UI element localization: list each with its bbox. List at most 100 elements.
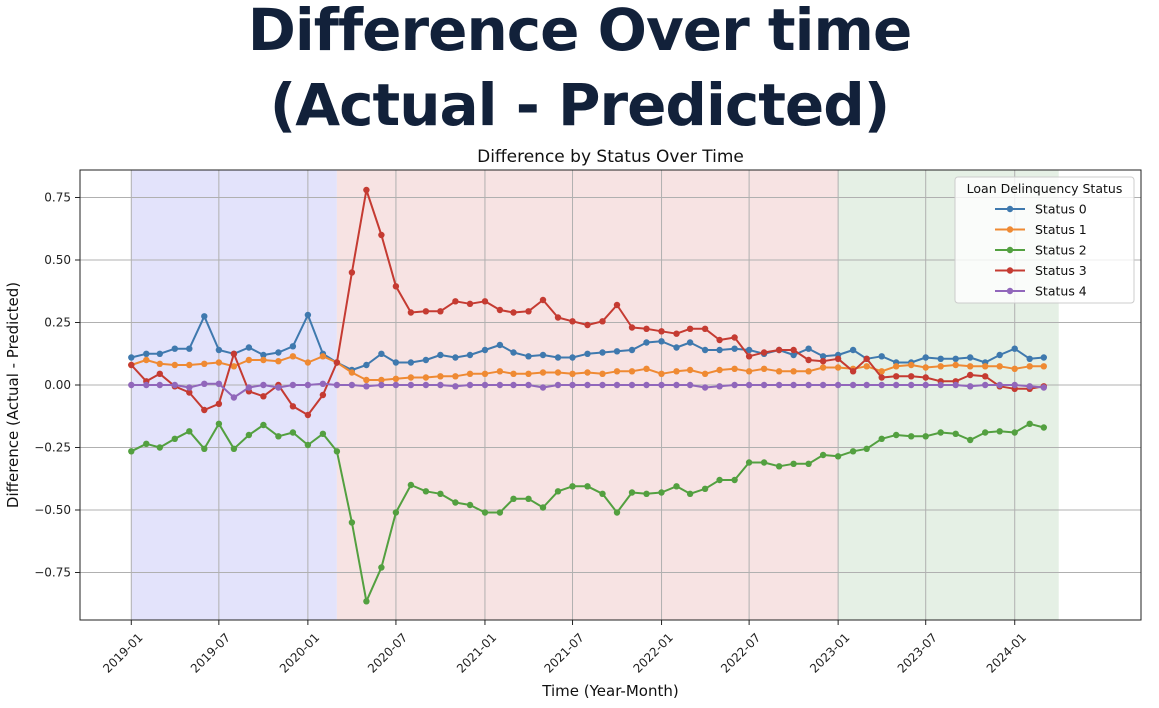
data-point [539,384,547,391]
data-point [407,374,415,381]
data-point [893,363,900,370]
data-point [215,380,223,387]
data-point [156,381,163,389]
data-point [260,351,267,359]
data-point [363,383,370,390]
data-point [304,359,312,366]
data-point [775,463,783,470]
data-point [466,351,474,359]
data-point [569,318,576,325]
data-point [834,364,842,371]
data-point [834,381,842,389]
page-title-line-1: Difference Over time [247,0,913,64]
y-tick-label: −0.25 [34,441,71,455]
data-point [171,361,178,369]
data-point [716,346,723,354]
data-point [937,381,944,389]
data-point [245,431,253,439]
data-point [775,346,783,354]
data-point [245,356,253,364]
data-point [731,334,738,341]
series-status-4 [128,380,1048,401]
data-point [790,346,797,354]
data-point [701,384,709,391]
shaded-region-2 [336,170,839,620]
legend-item-status-0: Status 0 [995,202,1087,217]
data-point [452,354,459,361]
data-point [790,368,797,375]
y-tick-label: 0.00 [44,378,71,392]
data-point [805,381,812,389]
data-point [496,306,504,314]
data-point [613,381,621,389]
data-point [304,381,312,389]
shaded-regions [131,170,1059,620]
data-point [452,298,459,305]
data-point [878,374,885,381]
data-point [275,349,282,356]
data-point [171,381,178,389]
data-point [628,324,636,331]
data-point [230,363,238,370]
legend-label: Status 3 [1035,263,1087,278]
data-point [599,370,606,377]
data-point [245,344,253,351]
data-point [452,383,459,390]
data-point [186,428,193,435]
data-point [952,430,959,437]
data-point [319,380,327,387]
data-point [849,368,857,375]
data-point [201,313,208,320]
data-point [1040,363,1048,370]
data-point [481,370,489,377]
data-point [805,368,812,375]
data-point [701,346,709,354]
data-point [731,476,738,484]
data-point [643,490,650,497]
data-point [1026,420,1033,427]
data-point [967,371,974,379]
data-point [686,490,694,497]
data-point [893,431,900,439]
data-point [952,381,959,389]
data-point [319,391,327,399]
data-point [186,389,193,396]
data-point [599,318,606,325]
data-point [819,358,827,365]
x-tick-label: 2021-01 [454,630,499,675]
data-point [878,435,885,442]
legend-item-status-1: Status 1 [995,222,1087,237]
data-point [392,509,400,516]
data-point [686,325,694,332]
data-point [481,298,489,305]
data-point [407,309,415,316]
data-point [775,381,783,389]
data-point [805,460,812,467]
data-point [215,359,223,366]
data-point [658,370,665,377]
page-title-line-2: (Actual - Predicted) [269,71,891,139]
data-point [996,351,1003,359]
series-status-3 [128,186,1048,419]
data-point [143,381,150,389]
data-point [584,350,591,357]
data-point [673,381,680,389]
data-point [554,314,562,321]
data-point [452,499,459,506]
data-point [819,451,827,459]
data-point [422,374,430,381]
data-point [760,381,768,389]
data-point [863,445,870,452]
data-point [392,375,400,382]
data-point [686,339,694,346]
data-point [967,354,974,361]
data-point [982,373,989,380]
data-point [304,411,312,419]
data-point [230,445,238,452]
data-point [834,355,842,362]
data-point [481,509,489,516]
data-point [496,368,504,375]
data-point [569,381,576,389]
data-point [289,403,297,410]
